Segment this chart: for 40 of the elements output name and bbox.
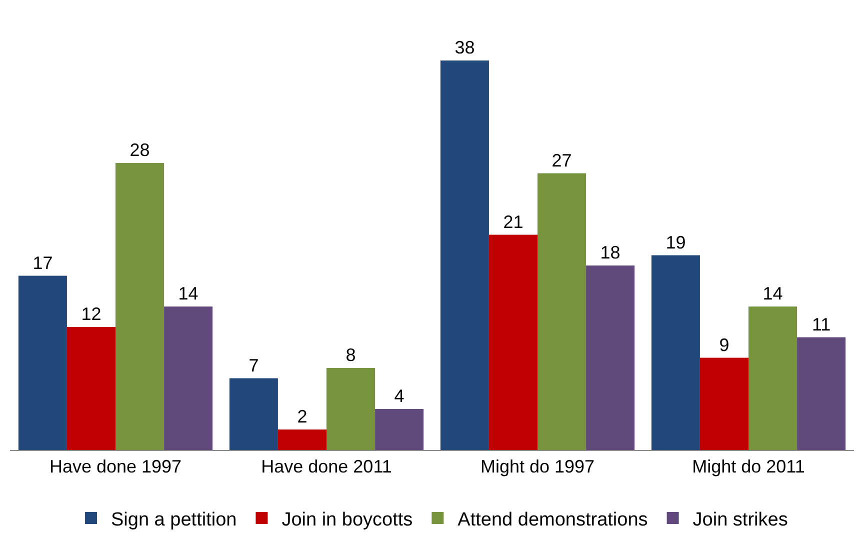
data-label: 8	[346, 345, 356, 365]
legend-label: Join strikes	[692, 509, 788, 530]
x-tick-label: Have done 1997	[49, 456, 182, 477]
data-label: 11	[812, 314, 831, 334]
legend-label: Sign a pettition	[111, 509, 237, 530]
data-label: 4	[394, 386, 404, 406]
x-tick-label: Have done 2011	[261, 456, 392, 477]
bar	[651, 255, 700, 450]
bar	[18, 276, 67, 450]
data-label: 21	[503, 212, 524, 232]
bar	[700, 358, 748, 450]
bar	[278, 430, 326, 450]
data-label: 19	[666, 232, 686, 252]
bar	[440, 60, 489, 450]
bar	[538, 173, 586, 450]
bar	[748, 306, 798, 450]
data-label: 17	[32, 252, 53, 273]
x-tick-label: Might do 2011	[692, 456, 805, 477]
bar	[375, 409, 424, 450]
data-label: 27	[552, 150, 572, 170]
x-tick-label: Might do 1997	[480, 456, 595, 477]
legend-label: Join in boycotts	[282, 509, 413, 530]
bar	[116, 163, 164, 450]
bar	[326, 368, 376, 450]
bar	[164, 306, 213, 450]
data-label: 7	[248, 355, 259, 376]
bar	[66, 327, 116, 450]
data-label: 18	[600, 242, 620, 262]
bar	[229, 378, 278, 450]
bar	[797, 337, 846, 450]
bar	[586, 266, 635, 450]
data-label: 9	[719, 334, 730, 355]
legend-label: Attend demonstrations	[458, 509, 648, 530]
data-label: 38	[454, 38, 475, 58]
data-label: 2	[297, 406, 308, 426]
data-label: 28	[130, 140, 150, 160]
bar	[488, 234, 538, 450]
data-label: 12	[81, 304, 102, 324]
data-label: 14	[178, 284, 198, 304]
data-label: 14	[762, 284, 783, 304]
